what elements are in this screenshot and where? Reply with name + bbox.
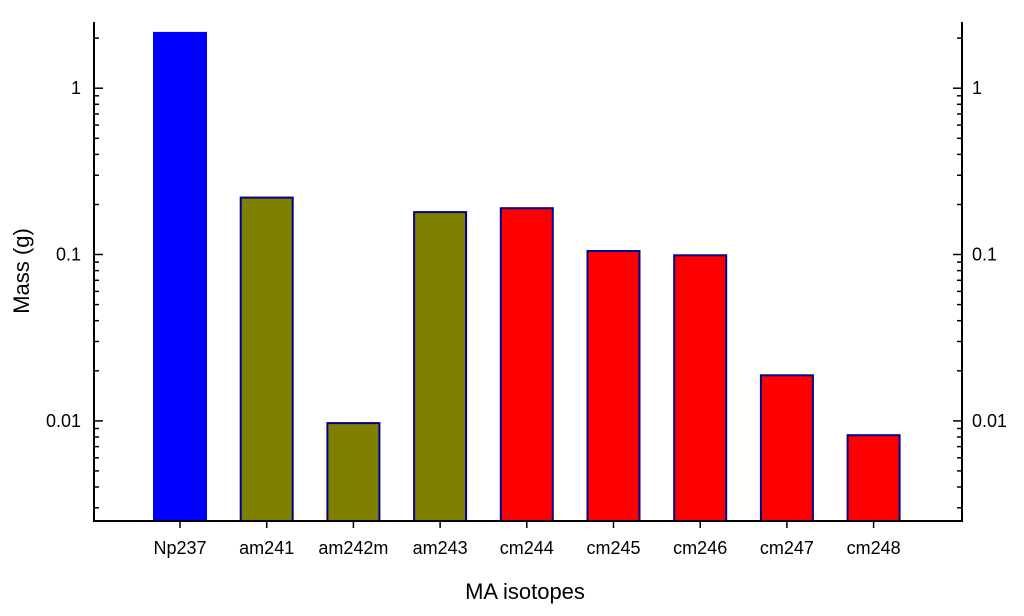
bars-layer (153, 31, 901, 523)
bar-cm247 (759, 374, 814, 522)
y-ticks-layer: 0.01 0.01 0.1 0.1 1 1 (46, 37, 1007, 509)
x-tick-label: am241 (239, 538, 294, 558)
y-tick-label-left: 0.1 (56, 245, 81, 265)
bar-cm244 (499, 207, 554, 522)
bar-cm245 (586, 250, 641, 522)
y-tick-label-right: 1 (972, 78, 982, 98)
bar-cm248 (846, 434, 901, 523)
x-ticks-layer: Np237 am241 am242m am243 cm244 cm245 cm246 cm24… (153, 521, 901, 558)
bar-am241 (239, 196, 294, 522)
x-tick-label: cm244 (500, 538, 554, 558)
bar-am242m (326, 422, 381, 523)
x-tick-label: cm247 (760, 538, 814, 558)
x-axis-title: MA isotopes (465, 579, 585, 604)
bar-am243 (413, 211, 468, 522)
axes-layer (93, 22, 963, 522)
x-tick-label: cm245 (586, 538, 640, 558)
y-tick-label-left: 0.01 (46, 411, 81, 431)
y-tick-label-right: 0.01 (972, 411, 1007, 431)
bar-Np237 (153, 31, 207, 523)
x-tick-label: cm248 (847, 538, 901, 558)
y-tick-label-left: 1 (71, 78, 81, 98)
y-tick-label-right: 0.1 (972, 245, 997, 265)
x-tick-label: Np237 (153, 538, 206, 558)
x-tick-label: cm246 (673, 538, 727, 558)
bar-cm246 (673, 254, 728, 523)
y-axis-title: Mass (g) (9, 228, 34, 314)
x-tick-label: am243 (413, 538, 468, 558)
x-tick-label: am242m (318, 538, 388, 558)
